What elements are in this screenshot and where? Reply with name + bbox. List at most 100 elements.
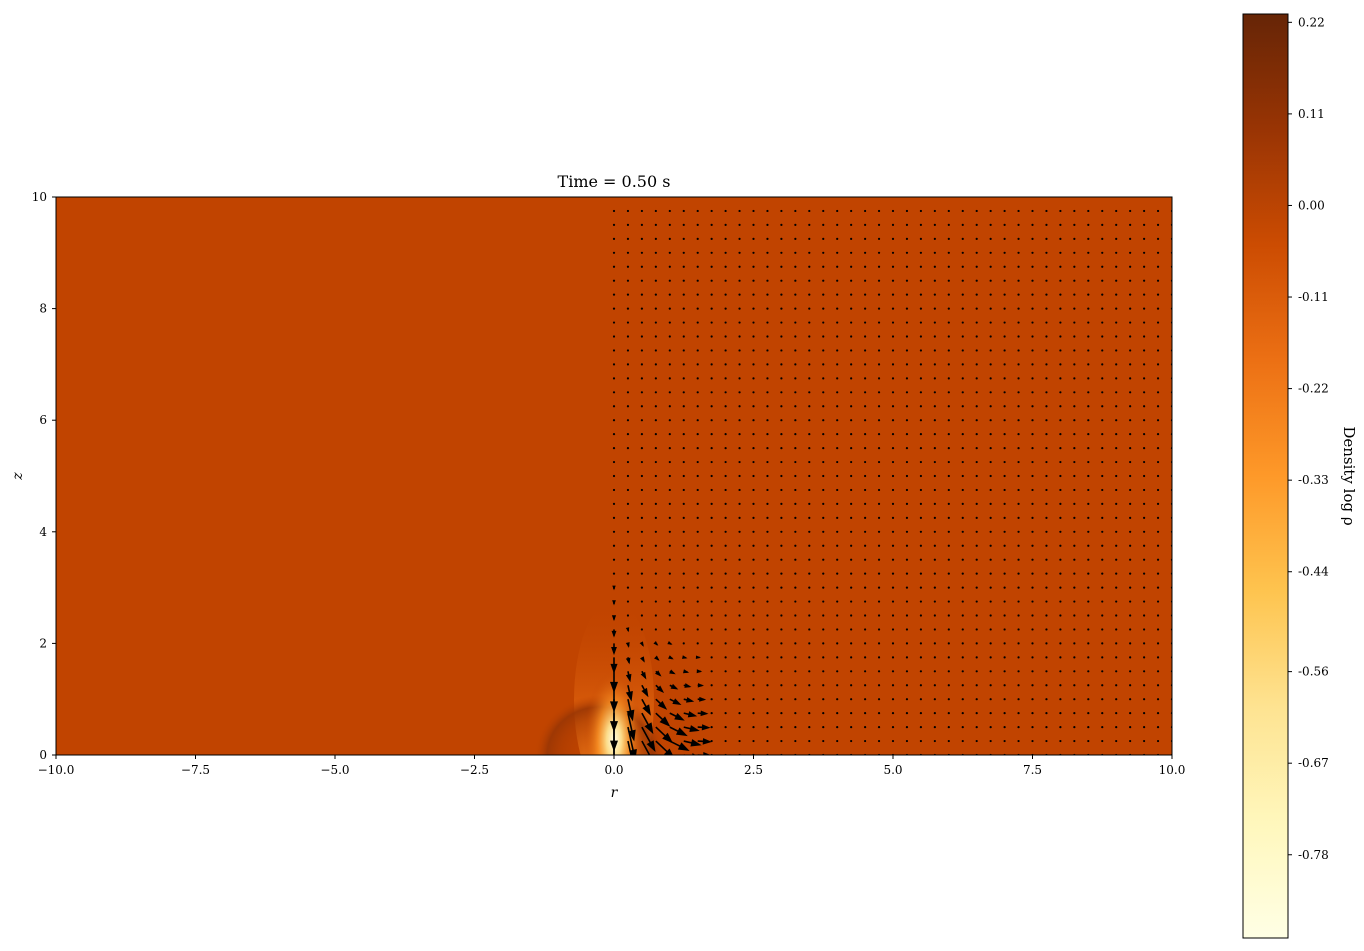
quiver-dot — [794, 642, 797, 645]
quiver-dot — [1156, 698, 1160, 701]
quiver-dot — [961, 586, 964, 589]
quiver-dot — [766, 447, 769, 450]
quiver-dot — [640, 363, 644, 366]
quiver-dot — [1073, 293, 1076, 296]
quiver-dot — [1143, 656, 1146, 659]
quiver-dot — [1059, 712, 1062, 715]
quiver-dot — [877, 572, 881, 575]
quiver-dot — [1087, 447, 1090, 450]
quiver-dot — [864, 502, 867, 505]
quiver-dot — [877, 335, 881, 338]
quiver-dot — [766, 614, 769, 617]
quiver-dot — [877, 530, 881, 533]
quiver-dot — [794, 237, 797, 240]
quiver-dot — [1017, 223, 1020, 226]
quiver-dot — [738, 419, 741, 422]
quiver-dot — [654, 516, 657, 519]
quiver-dot — [850, 698, 853, 701]
quiver-dot — [710, 712, 713, 715]
quiver-dot — [1087, 460, 1090, 464]
quiver-arrowhead — [642, 704, 651, 716]
quiver-arrowhead — [625, 642, 630, 648]
quiver-dot — [626, 544, 630, 547]
quiver-dot — [1059, 558, 1062, 561]
quiver-dot — [1017, 391, 1020, 394]
quiver-dot — [738, 698, 741, 701]
quiver-dot — [654, 223, 657, 226]
quiver-dot — [850, 279, 853, 282]
quiver-dot — [947, 558, 950, 561]
quiver-dot — [696, 363, 699, 366]
quiver-dot — [808, 656, 811, 659]
quiver-dot — [780, 502, 783, 505]
quiver-dot — [919, 307, 923, 310]
quiver-dot — [947, 237, 950, 240]
quiver-dot — [738, 321, 741, 324]
quiver-dot — [696, 642, 699, 645]
x-tick-label: 5.0 — [883, 763, 902, 777]
quiver-dot — [1031, 698, 1034, 701]
quiver-dot — [696, 349, 699, 352]
quiver-arrowhead — [697, 683, 705, 688]
quiver-dot — [836, 558, 839, 561]
quiver-dot — [822, 265, 825, 268]
quiver-dot — [780, 251, 783, 254]
quiver-dot — [1045, 726, 1048, 729]
quiver-dot — [612, 279, 616, 282]
quiver-dot — [1115, 614, 1118, 617]
quiver-dot — [836, 684, 839, 687]
quiver-dot — [780, 377, 783, 380]
quiver-dot — [1143, 600, 1146, 603]
quiver-dot — [836, 237, 839, 240]
quiver-dot — [975, 544, 978, 547]
quiver-dot — [1101, 544, 1104, 547]
quiver-dot — [696, 209, 699, 213]
quiver-dot — [710, 726, 713, 729]
quiver-dot — [850, 391, 853, 394]
quiver-dot — [1017, 586, 1020, 589]
quiver-dot — [1115, 530, 1118, 533]
quiver-dot — [961, 433, 964, 436]
quiver-dot — [738, 377, 741, 380]
quiver-dot — [682, 419, 685, 422]
quiver-dot — [864, 586, 867, 589]
quiver-dot — [794, 377, 797, 380]
quiver-dot — [682, 628, 685, 631]
quiver-dot — [710, 265, 713, 268]
quiver-dot — [724, 349, 727, 352]
quiver-dot — [947, 516, 950, 519]
quiver-dot — [1045, 656, 1048, 659]
quiver-dot — [794, 516, 797, 519]
quiver-dot — [1073, 279, 1076, 282]
quiver-dot — [710, 335, 713, 338]
quiver-dot — [850, 251, 853, 254]
quiver-dot — [752, 572, 755, 575]
quiver-dot — [864, 544, 867, 547]
quiver-dot — [975, 460, 978, 464]
quiver-dot — [696, 307, 699, 310]
quiver-dot — [682, 321, 685, 324]
quiver-dot — [1087, 488, 1090, 492]
quiver-dot — [864, 572, 867, 575]
quiver-dot — [640, 419, 644, 422]
quiver-dot — [1129, 209, 1132, 213]
quiver-dot — [1059, 307, 1062, 310]
quiver-dot — [905, 726, 909, 729]
quiver-dot — [961, 544, 964, 547]
quiver-dot — [1129, 614, 1132, 617]
quiver-dot — [905, 474, 909, 478]
quiver-dot — [975, 223, 978, 226]
quiver-dot — [794, 349, 797, 352]
quiver-dot — [919, 405, 923, 408]
quiver-dot — [1031, 656, 1034, 659]
quiver-arrowhead — [630, 782, 638, 794]
quiver-dot — [1003, 558, 1006, 561]
quiver-dot — [696, 447, 699, 450]
quiver-dot — [794, 600, 797, 603]
quiver-dot — [654, 530, 657, 533]
quiver-dot — [877, 321, 881, 324]
quiver-dot — [738, 726, 741, 729]
quiver-dot — [850, 516, 853, 519]
quiver-dot — [933, 488, 936, 492]
